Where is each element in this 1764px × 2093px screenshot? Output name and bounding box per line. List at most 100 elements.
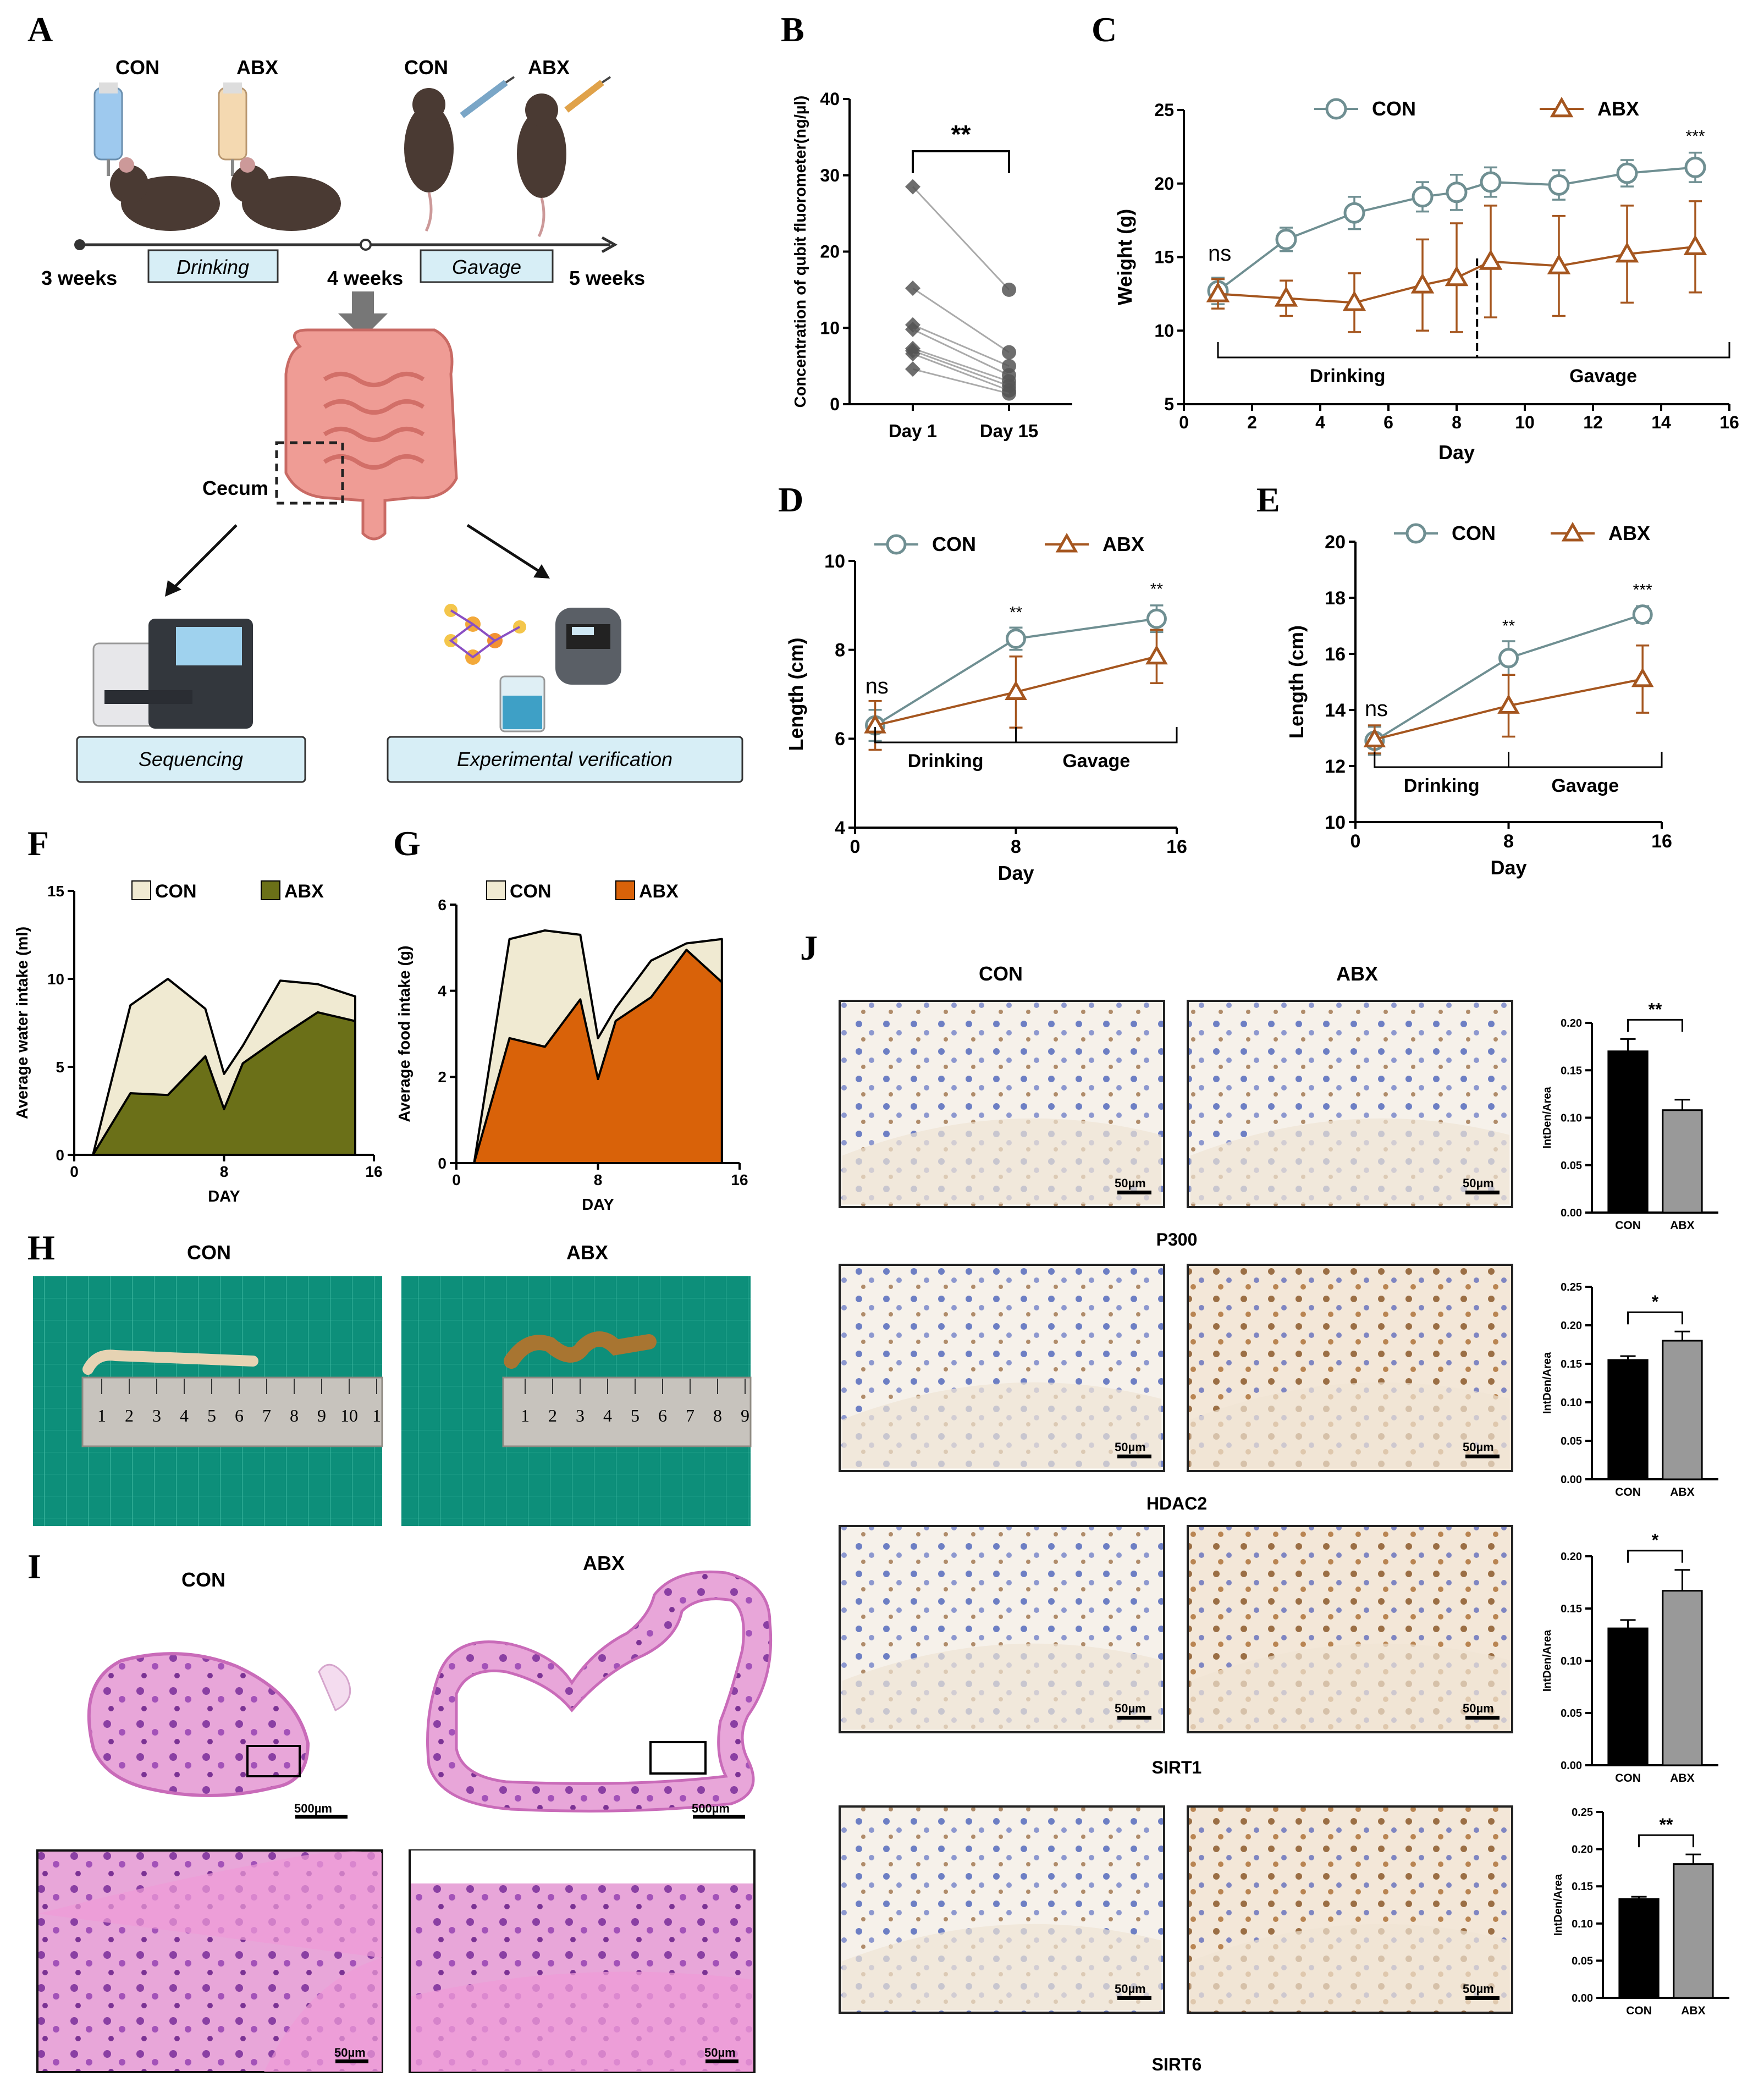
- phase-label-drinking: Drinking: [1310, 366, 1386, 387]
- ruler-number: 3: [576, 1406, 585, 1425]
- phase-label-gavage: Gavage: [1569, 366, 1637, 387]
- x-axis-label: DAY: [582, 1196, 614, 1214]
- h-abx-title: ABX: [566, 1241, 608, 1264]
- significance-bracket: [1627, 1550, 1683, 1563]
- y-tick-label: 0.15: [1561, 1603, 1582, 1615]
- y-tick-label: 15: [1154, 247, 1174, 267]
- scale-bar: [1117, 1455, 1151, 1458]
- y-tick-label: 25: [1154, 100, 1174, 120]
- ruler-number: 1: [372, 1406, 381, 1425]
- x-tick-label: 8: [220, 1163, 229, 1180]
- significance-annotation: **: [1502, 617, 1515, 635]
- ruler-number: 4: [603, 1406, 612, 1425]
- legend-abx-label: ABX: [639, 881, 679, 902]
- week-5-label: 5 weeks: [569, 267, 645, 289]
- x-axis-label: Day: [1490, 856, 1526, 879]
- legend-con-label: CON: [1372, 97, 1416, 120]
- marker-label: SIRT6: [1152, 2055, 1202, 2074]
- y-tick-label: 10: [1325, 812, 1346, 833]
- j-abx-title: ABX: [1336, 962, 1378, 985]
- y-tick-label: 0.10: [1561, 1112, 1582, 1125]
- y-tick-label: 0.20: [1561, 1017, 1582, 1029]
- con-marker: [1275, 228, 1297, 250]
- ruler-number: 5: [631, 1406, 640, 1425]
- significance-annotation: ***: [1633, 581, 1652, 599]
- chart-e: 10 12 14 16 18 20 0 8 16 Day Length (cm) CON ABX ns **…: [1285, 521, 1672, 879]
- y-tick-label: 20: [820, 242, 840, 262]
- beaker-icon: [499, 675, 545, 732]
- abx-marker: [1631, 667, 1654, 687]
- panel-e-label: E: [1256, 480, 1280, 519]
- intestine-icon: [284, 328, 458, 541]
- abx-gavage-label: ABX: [528, 56, 570, 79]
- y-axis-label: Concentration of qubit fluorometer(ng/µl…: [792, 96, 809, 408]
- y-tick-label: 30: [820, 166, 840, 185]
- y-tick-label: 0: [56, 1147, 64, 1164]
- zoom-box-con: [246, 1745, 301, 1777]
- pair-line: [912, 287, 1010, 353]
- bar-con: [1607, 1050, 1649, 1214]
- y-tick-label: 0.00: [1561, 1474, 1582, 1486]
- ruler-number: 8: [713, 1406, 722, 1425]
- scale-bar-label: 50µm: [1463, 1701, 1494, 1715]
- sequencing-label: Sequencing: [139, 748, 243, 770]
- scale-bar: [1117, 1996, 1151, 2000]
- x-tick-label: 0: [1179, 412, 1189, 432]
- chart-g: 0 2 4 6 0 8 16 DAY Average food intake (g) CON ABX: [396, 880, 748, 1214]
- mouse-icon: [517, 93, 566, 238]
- y-tick-label: 0.00: [1572, 1992, 1593, 2004]
- x-tick-label: 4: [1315, 412, 1325, 432]
- gavage-phase-label: Gavage: [452, 256, 521, 278]
- x-tick-label: 0: [70, 1163, 79, 1180]
- legend-abx-marker: [1055, 532, 1078, 553]
- ruler-number: 9: [317, 1406, 326, 1425]
- x-tick-label: ABX: [1670, 1772, 1694, 1784]
- significance-label: **: [951, 120, 971, 148]
- phase-label-drinking: Drinking: [908, 751, 984, 772]
- chart-f: 0 5 10 15 0 8 16 DAY Average water intake (ml) CO…: [14, 880, 383, 1205]
- x-tick-label: 16: [731, 1171, 748, 1188]
- panel-d-label: D: [778, 480, 803, 519]
- he-section-abx: [426, 1570, 773, 1813]
- bar-con: [1607, 1359, 1649, 1480]
- ruler-con: [81, 1376, 383, 1447]
- area-abx: [473, 949, 723, 1164]
- y-axis-label: IntDen/Area: [1541, 1629, 1553, 1692]
- lamina: [842, 1118, 1161, 1204]
- scale-bar: [1117, 1716, 1151, 1720]
- x-tick-label: 16: [1719, 412, 1739, 432]
- drinking-phase-box: [147, 249, 279, 283]
- x-tick-label: 8: [1452, 412, 1462, 432]
- y-tick-label: 10: [820, 318, 840, 338]
- y-tick-label: 16: [1325, 644, 1346, 665]
- pair-line: [912, 328, 1010, 376]
- x-axis-label: DAY: [208, 1188, 240, 1205]
- abx-marker: [1005, 680, 1027, 700]
- legend-con-label: CON: [932, 533, 976, 555]
- lamina: [842, 1924, 1161, 2010]
- chart-j-sirt1: 0.00 0.05 0.10 0.15 0.20 IntDen/Area CON ABX *: [1541, 1530, 1718, 1784]
- ruler-number: 2: [548, 1406, 557, 1425]
- area-abx: [92, 1011, 356, 1156]
- day1-point: [905, 322, 920, 338]
- phase-label-gavage: Gavage: [1062, 751, 1130, 772]
- y-tick-label: 0.15: [1561, 1358, 1582, 1370]
- legend-abx-label: ABX: [1102, 533, 1144, 555]
- legend-abx-label: ABX: [284, 881, 324, 902]
- ruler-number: 8: [290, 1406, 299, 1425]
- pair-line: [912, 368, 1010, 395]
- x-tick-label: 8: [1011, 836, 1021, 857]
- panel-a: A CON ABX CON ABX 3 weeks 4 weeks 5 week…: [27, 10, 743, 783]
- syringe-icon: [460, 76, 515, 118]
- x-tick-label: 10: [1515, 412, 1535, 432]
- ruler-number: 6: [658, 1406, 667, 1425]
- ruler-number: 3: [152, 1406, 161, 1425]
- legend-con-swatch: [131, 880, 151, 900]
- ruler-number: 10: [340, 1406, 358, 1425]
- y-tick-label: 0.10: [1572, 1918, 1593, 1930]
- ruler-number: 5: [207, 1406, 216, 1425]
- legend-con-swatch: [486, 880, 506, 900]
- analyzer-icon: [555, 608, 621, 685]
- y-tick-label: 18: [1325, 588, 1346, 609]
- x-tick-label: 0: [850, 836, 861, 857]
